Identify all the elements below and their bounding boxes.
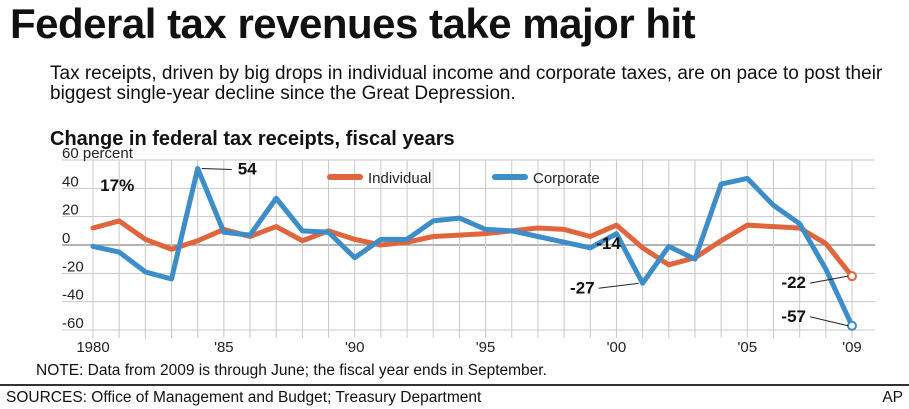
grid-lines: [62, 159, 875, 338]
x-tick-label: '09: [842, 339, 862, 356]
page-title: Federal tax revenues take major hit: [10, 0, 696, 47]
annotation-label: -57: [781, 307, 806, 326]
axis-labels: 60 percent 40 20 0 -20 -40 -60 1980 '85 '90 '95 '00…: [62, 145, 862, 356]
annotation-label: -22: [781, 273, 806, 292]
legend-label-corporate: Corporate: [533, 170, 600, 187]
annotation-label: -14: [596, 234, 621, 253]
legend: Individual Corporate: [327, 170, 600, 187]
sources-line: SOURCES: Office of Management and Budget…: [6, 389, 482, 406]
subtitle: Tax receipts, driven by big drops in ind…: [50, 63, 883, 104]
annotation-leader: [598, 282, 639, 289]
y-tick-label: 0: [62, 230, 70, 247]
y-tick-label: -20: [62, 258, 84, 275]
annotation-leader: [809, 316, 849, 327]
annotations: 17% 54 -14 -27 -22 -57: [100, 160, 849, 327]
chart-heading: Change in federal tax receipts, fiscal y…: [50, 128, 455, 150]
series-line-corporate: [90, 166, 855, 329]
x-tick-label: '05: [738, 339, 758, 356]
series-line-individual: [90, 218, 855, 279]
annotation-leader: [809, 275, 849, 284]
y-tick-label: -40: [62, 287, 84, 304]
series-lines: [90, 166, 857, 331]
legend-label-individual: Individual: [368, 170, 431, 187]
annotation-leader: [201, 168, 232, 170]
x-tick-label: '90: [345, 339, 365, 356]
chart-note: NOTE: Data from 2009 is through June; th…: [36, 362, 547, 379]
y-tick-label: -60: [62, 315, 84, 332]
individual-end-marker: [847, 271, 857, 282]
x-tick-label: 1980: [76, 339, 109, 356]
y-tick-label: 20: [62, 202, 79, 219]
y-tick-label: 60 percent: [62, 145, 134, 162]
x-tick-label: '85: [214, 339, 234, 356]
annotation-label: -27: [570, 278, 595, 297]
corporate-end-marker: [847, 320, 857, 331]
x-tick-label: '00: [607, 339, 627, 356]
x-tick-label: '95: [476, 339, 496, 356]
credit-label: AP: [882, 389, 903, 406]
divider: [0, 384, 909, 386]
y-tick-label: 40: [62, 173, 79, 190]
annotation-label: 54: [238, 160, 257, 179]
annotation-label: 17%: [100, 176, 134, 195]
